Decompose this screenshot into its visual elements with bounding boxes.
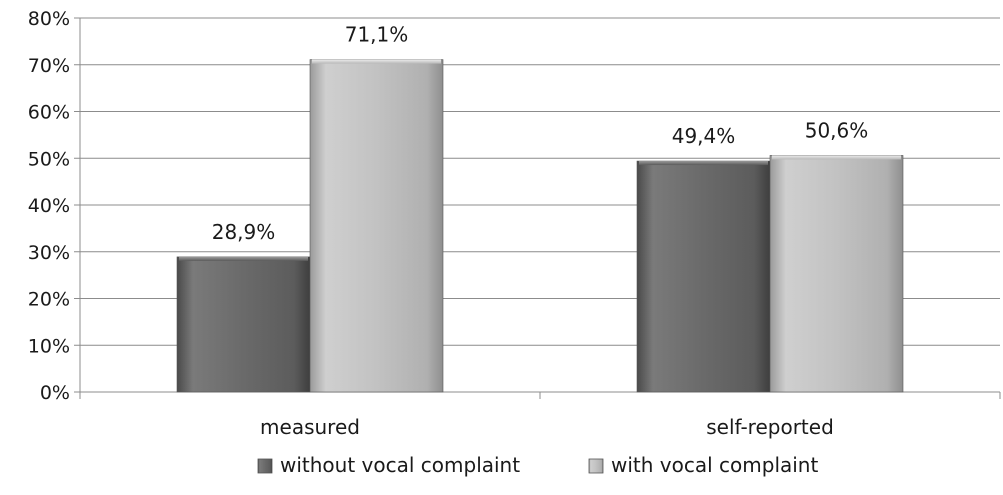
y-tick-label: 40% xyxy=(28,195,70,217)
legend-label: with vocal complaint xyxy=(611,453,818,477)
legend-swatch xyxy=(257,458,273,474)
bar xyxy=(176,256,311,393)
legend-swatch xyxy=(588,458,604,474)
bar xyxy=(769,155,904,393)
bar xyxy=(309,59,444,393)
bar-top-highlight xyxy=(179,256,308,261)
y-tick-label: 20% xyxy=(28,289,70,311)
data-label: 49,4% xyxy=(672,124,736,148)
bar xyxy=(636,160,771,393)
y-tick-label: 10% xyxy=(28,335,70,357)
y-tick-label: 30% xyxy=(28,242,70,264)
data-label: 28,9% xyxy=(212,220,276,244)
y-tick-label: 50% xyxy=(28,148,70,170)
data-label: 71,1% xyxy=(345,23,409,47)
data-label: 50,6% xyxy=(805,118,869,142)
y-tick-label: 70% xyxy=(28,55,70,77)
y-axis-tick-labels: 0% 10% 20% 30% 40% 50% 60% 70% 80% xyxy=(28,8,70,404)
bars xyxy=(176,59,904,393)
x-axis-category-labels: measured self-reported xyxy=(260,415,834,439)
x-category-label: measured xyxy=(260,415,360,439)
x-category-label: self-reported xyxy=(706,415,834,439)
legend-label: without vocal complaint xyxy=(280,453,520,477)
legend: without vocal complaint with vocal compla… xyxy=(257,453,818,477)
bar-top-highlight xyxy=(772,155,901,160)
bar-top-highlight xyxy=(639,161,768,166)
bar-top-highlight xyxy=(312,59,441,64)
data-labels: 28,9% 71,1% 49,4% 50,6% xyxy=(212,23,869,244)
y-tick-label: 80% xyxy=(28,8,70,30)
y-tick-label: 60% xyxy=(28,102,70,124)
y-tick-label: 0% xyxy=(40,382,70,404)
